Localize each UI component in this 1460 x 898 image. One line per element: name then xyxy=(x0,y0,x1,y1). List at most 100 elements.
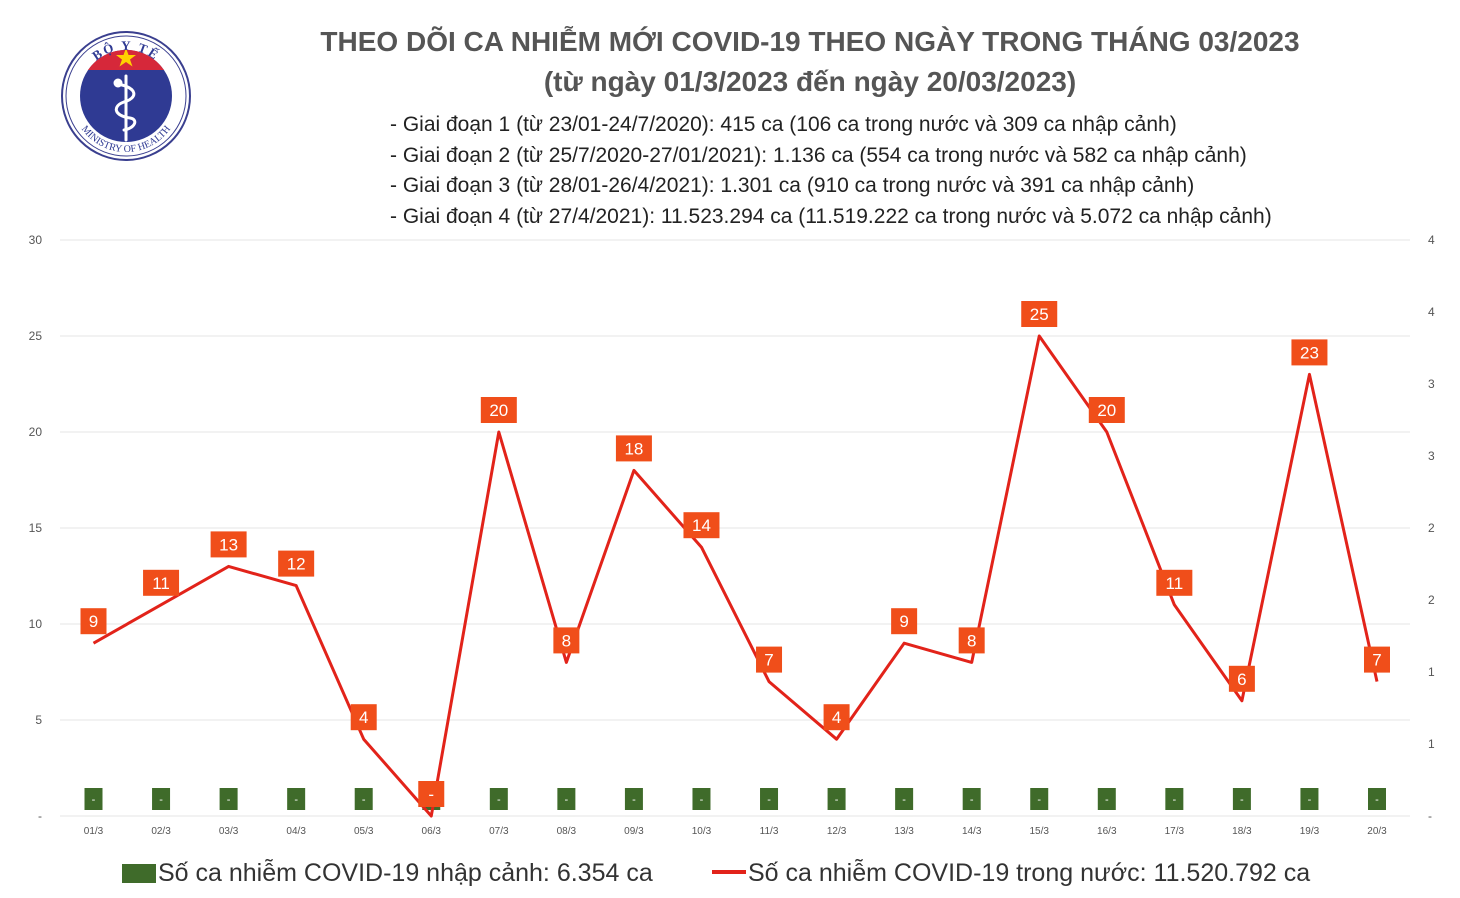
stage-item: - Giai đoạn 2 (từ 25/7/2020-27/01/2021):… xyxy=(390,143,1247,167)
data-label: - xyxy=(428,785,434,804)
legend: Số ca nhiễm COVID-19 nhập cảnh: 6.354 ca… xyxy=(0,855,1460,895)
data-label-box xyxy=(1228,665,1255,692)
legend-item-domestic: Số ca nhiễm COVID-19 trong nước: 11.520.… xyxy=(712,855,1310,891)
y-left-tick-label: 5 xyxy=(35,713,42,727)
caduceus-icon xyxy=(113,74,137,142)
data-label: 12 xyxy=(287,555,306,574)
data-label: 23 xyxy=(1300,343,1319,362)
bar-data-label: - xyxy=(1308,794,1312,806)
y-right-tick-label: 3 xyxy=(1428,377,1435,391)
bar-data-label: - xyxy=(902,794,906,806)
stage-item: - Giai đoạn 1 (từ 23/01-24/7/2020): 415 … xyxy=(390,113,1177,136)
y-right-tick-label: 2 xyxy=(1428,521,1435,535)
bar-data-label-box xyxy=(624,788,643,810)
data-label: 11 xyxy=(152,574,170,593)
bar-data-label: - xyxy=(1240,794,1244,806)
legend-imported-label: Số ca nhiễm COVID-19 nhập cảnh: 6.354 ca xyxy=(158,859,653,887)
data-label: 4 xyxy=(359,708,368,727)
legend-line-swatch xyxy=(712,870,746,874)
x-tick-label: 07/3 xyxy=(489,826,509,837)
data-label-box xyxy=(350,704,377,731)
x-tick-label: 10/3 xyxy=(692,826,712,837)
data-label: 4 xyxy=(832,708,841,727)
data-label: 8 xyxy=(562,631,571,650)
data-label: 14 xyxy=(692,516,711,535)
data-label-box xyxy=(1364,646,1390,673)
bar-data-label-box xyxy=(354,788,373,810)
x-tick-label: 04/3 xyxy=(286,826,306,837)
data-label-box xyxy=(553,627,580,654)
bar-data-label: - xyxy=(1375,794,1379,806)
bar-data-label: - xyxy=(700,794,704,806)
data-label: 7 xyxy=(1372,651,1381,670)
x-tick-label: 16/3 xyxy=(1097,826,1117,837)
data-label: 8 xyxy=(967,631,976,650)
bar-data-label: - xyxy=(835,794,839,806)
x-tick-label: 09/3 xyxy=(624,826,644,837)
data-label-box xyxy=(891,608,918,635)
bar-data-label-box xyxy=(287,788,306,810)
bar-data-label-box xyxy=(152,788,171,810)
data-label-box xyxy=(80,608,107,635)
y-left-tick-label: 10 xyxy=(29,617,43,631)
bar-data-label-box xyxy=(219,788,238,810)
data-label: 20 xyxy=(1097,401,1116,420)
bar-data-label: - xyxy=(362,794,366,806)
x-tick-label: 02/3 xyxy=(151,826,171,837)
stage-item: - Giai đoạn 4 (từ 27/4/2021): 11.523.294… xyxy=(390,204,1272,228)
data-label-box xyxy=(615,435,652,462)
bar-data-label: - xyxy=(1037,794,1041,806)
bar-data-label-box xyxy=(895,788,914,810)
x-tick-label: 03/3 xyxy=(219,826,239,837)
data-label-box xyxy=(1156,569,1193,596)
data-label: 25 xyxy=(1030,305,1049,324)
bar-data-label-box xyxy=(760,788,779,810)
y-right-tick-label: 4 xyxy=(1428,233,1435,247)
stage-summary-list: - Giai đoạn 1 (từ 23/01-24/7/2020): 415 … xyxy=(390,110,1272,232)
bar-data-label: - xyxy=(92,794,96,806)
y-right-tick-label: 3 xyxy=(1428,449,1435,463)
bar-data-label-box xyxy=(827,788,846,810)
ministry-of-health-logo: BỘ Y TẾ MINISTRY OF HEALTH xyxy=(61,31,191,161)
data-label-box xyxy=(756,646,783,673)
x-tick-label: 06/3 xyxy=(422,826,442,837)
x-tick-label: 18/3 xyxy=(1232,826,1252,837)
bar-data-label-box xyxy=(1368,788,1386,810)
x-tick-label: 11/3 xyxy=(760,826,779,837)
bar-data-label: - xyxy=(294,794,298,806)
bar-data-label: - xyxy=(1173,794,1177,806)
bar-data-label: - xyxy=(632,794,636,806)
x-tick-label: 13/3 xyxy=(894,826,914,837)
bar-data-label: - xyxy=(159,794,163,806)
star-icon xyxy=(116,48,136,67)
x-tick-label: 05/3 xyxy=(354,826,374,837)
x-tick-label: 17/3 xyxy=(1165,826,1185,837)
y-right-tick-label: - xyxy=(1428,809,1432,823)
x-tick-label: 12/3 xyxy=(827,826,847,837)
y-left-tick-label: 25 xyxy=(29,329,43,343)
data-label-box xyxy=(823,704,850,731)
chart-subtitle: (từ ngày 01/3/2023 đến ngày 20/03/2023) xyxy=(543,66,1077,97)
data-label: 11 xyxy=(1166,574,1184,593)
data-label: 7 xyxy=(764,651,773,670)
data-label-box xyxy=(958,627,985,654)
stage-item: - Giai đoạn 3 (từ 28/01-26/4/2021): 1.30… xyxy=(390,174,1195,197)
data-label: 9 xyxy=(899,612,908,631)
data-label: 20 xyxy=(489,401,508,420)
legend-bar-swatch xyxy=(122,864,156,883)
y-right-tick-label: 2 xyxy=(1428,593,1435,607)
chart-title: THEO DÕI CA NHIỄM MỚI COVID-19 THEO NGÀY… xyxy=(320,26,1300,57)
data-label: 18 xyxy=(624,439,643,458)
data-label-box xyxy=(143,569,180,596)
data-label-box xyxy=(1021,301,1058,327)
bar-data-label-box xyxy=(1232,788,1251,810)
data-label-box xyxy=(1291,339,1328,366)
bar-data-label: - xyxy=(1105,794,1109,806)
legend-item-imported: Số ca nhiễm COVID-19 nhập cảnh: 6.354 ca xyxy=(122,855,653,891)
bar-data-label: - xyxy=(497,794,501,806)
bar-data-label-box xyxy=(692,788,711,810)
data-label-box xyxy=(480,397,517,423)
y-right-tick-label: 1 xyxy=(1428,737,1435,751)
data-label-box xyxy=(278,550,315,577)
x-tick-label: 14/3 xyxy=(962,826,982,837)
